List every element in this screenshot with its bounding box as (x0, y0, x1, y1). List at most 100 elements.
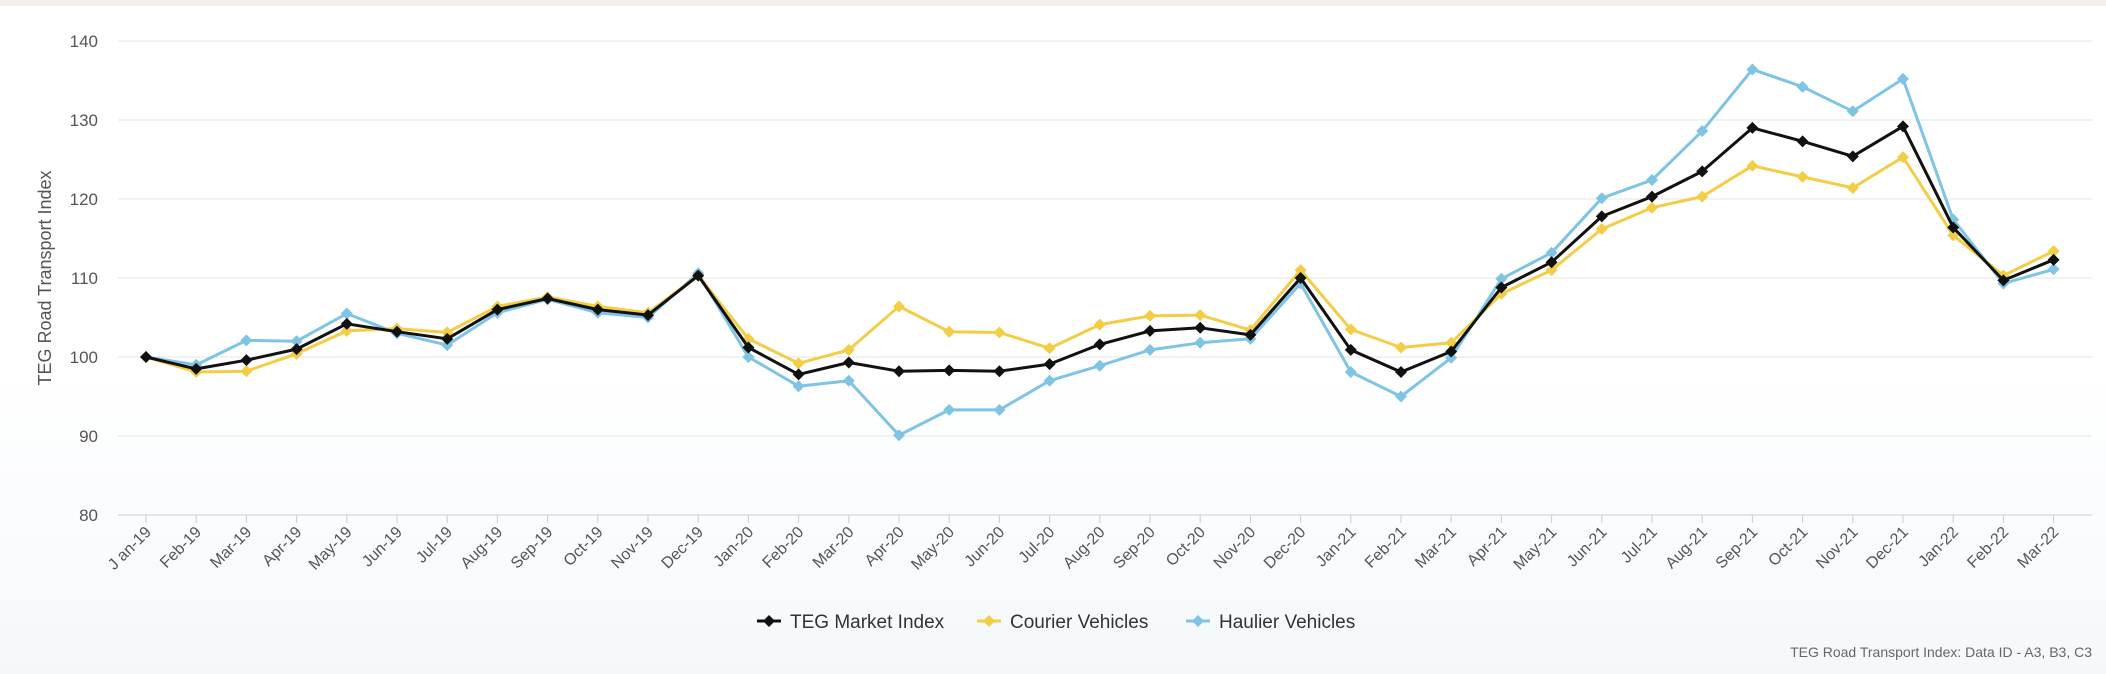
legend-item: Haulier Vehicles (1186, 612, 1355, 633)
x-tick-label: Jun-19 (359, 524, 406, 571)
data-point (1194, 321, 1207, 334)
data-point (1696, 190, 1709, 203)
data-point (1696, 125, 1709, 138)
y-tick-label: 120 (70, 190, 98, 209)
data-point (1897, 72, 1909, 85)
data-point (1043, 342, 1056, 355)
x-tick-label: Jul-20 (1016, 524, 1059, 567)
data-point (290, 335, 303, 348)
data-point (893, 365, 905, 378)
x-tick-label: Aug-20 (1060, 524, 1109, 573)
legend-label: Courier Vehicles (1010, 612, 1148, 633)
x-axis-ticks: J an-19 Feb-19 Mar-19 Apr-19 May-19 Jun-19 Jul… (105, 524, 2062, 574)
x-tick-label: Aug-19 (458, 524, 507, 573)
data-point (893, 300, 905, 313)
data-point (1495, 272, 1508, 285)
data-point (893, 429, 905, 442)
data-point (1897, 120, 1909, 133)
x-tick-label: May-19 (306, 524, 356, 574)
x-tick-label: Mar-21 (1412, 524, 1460, 572)
data-point (792, 357, 805, 370)
x-tick-label: Feb-22 (1964, 524, 2012, 572)
data-point (290, 343, 303, 356)
x-tick-label: Apr-21 (1464, 524, 1510, 570)
x-tick-label: Mar-20 (810, 524, 858, 572)
x-tick-label: Apr-20 (862, 524, 908, 570)
y-tick-label: 80 (79, 506, 98, 525)
data-point (1144, 324, 1156, 337)
x-tick-label: Nov-21 (1813, 524, 1862, 573)
legend-marker-icon (763, 615, 775, 627)
data-point (1997, 274, 2010, 287)
x-tick-label: J an-19 (105, 524, 155, 574)
data-point (1746, 63, 1759, 76)
data-point (1344, 323, 1357, 336)
data-point (1294, 272, 1307, 284)
data-point (842, 374, 855, 387)
data-point (1796, 170, 1809, 183)
series-line (145, 124, 2055, 376)
legend-item: Courier Vehicles (977, 612, 1148, 633)
data-point (1545, 264, 1558, 277)
data-point (1746, 121, 1759, 134)
data-point (1746, 159, 1759, 172)
y-tick-label: 90 (79, 427, 98, 446)
data-point (642, 309, 654, 322)
data-point (943, 364, 956, 377)
data-point (340, 324, 353, 337)
data-point (1395, 390, 1407, 403)
x-tick-label: Mar-22 (2015, 524, 2063, 572)
data-point (441, 332, 454, 345)
legend-label: TEG Market Index (790, 612, 945, 633)
data-point (190, 362, 203, 375)
x-tick-label: Nov-19 (608, 524, 657, 573)
x-tick-label: Aug-21 (1663, 524, 1712, 573)
x-tick-label: Feb-19 (157, 524, 205, 572)
x-tick-label: Oct-20 (1163, 524, 1209, 570)
data-point (1545, 246, 1558, 259)
data-point (340, 317, 353, 330)
legend: TEG Market Index Courier Vehicles Haulier … (757, 612, 1355, 633)
data-point (792, 380, 805, 393)
series-teg-market-index (140, 120, 2060, 381)
x-tick-label: Jun-21 (1564, 524, 1611, 571)
x-tick-label: Sep-19 (508, 524, 557, 573)
x-tick-label: Sep-21 (1713, 524, 1762, 573)
x-tick-label: Oct-19 (561, 524, 607, 570)
legend-item: TEG Market Index (757, 612, 945, 633)
y-tick-label: 110 (71, 269, 98, 288)
x-tick-label: Nov-20 (1211, 524, 1260, 573)
data-point (1093, 338, 1106, 351)
data-point (842, 343, 855, 356)
data-point (591, 303, 604, 316)
x-tick-label: Mar-19 (207, 524, 255, 572)
data-point (1696, 165, 1709, 178)
x-tick-label: Oct-21 (1765, 524, 1811, 570)
y-axis-label: TEG Road Transport Index (35, 170, 55, 385)
data-point (240, 365, 253, 378)
data-point (1545, 256, 1558, 269)
data-point (391, 325, 403, 338)
x-tick-label: Jul-19 (413, 524, 456, 567)
data-point (993, 403, 1006, 416)
data-point (943, 403, 956, 416)
data-point (541, 292, 554, 305)
data-point (1595, 192, 1608, 205)
x-tick-label: Jul-21 (1618, 524, 1661, 567)
data-point (2047, 263, 2060, 276)
data-point (1294, 264, 1307, 277)
data-point (340, 307, 353, 320)
data-point (2047, 245, 2060, 258)
data-point (1194, 336, 1207, 349)
data-point (842, 356, 855, 369)
x-tick-label: Dec-21 (1863, 524, 1912, 573)
legend-marker-icon (983, 615, 995, 627)
data-point (1947, 221, 1960, 234)
legend-marker-icon (1192, 615, 1204, 627)
data-point (1043, 374, 1056, 387)
data-point (1846, 181, 1859, 194)
data-point (140, 351, 152, 363)
data-point (1846, 105, 1859, 118)
x-axis (118, 514, 2092, 523)
x-tick-label: Feb-21 (1362, 524, 1410, 572)
